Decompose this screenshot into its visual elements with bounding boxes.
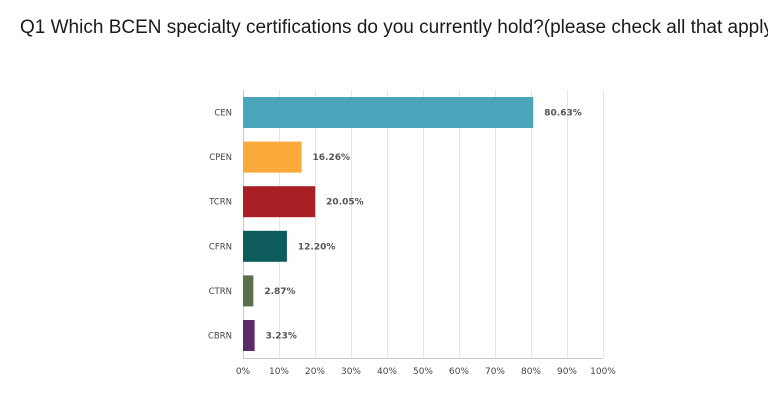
value-label: 80.63% [544, 109, 582, 119]
bar-cfrn [243, 230, 287, 262]
value-label: 12.20% [298, 242, 336, 252]
x-tick-label: 30% [341, 367, 361, 377]
x-tick-label: 100% [590, 367, 616, 377]
x-tick-label: 90% [557, 367, 577, 377]
value-label: 16.26% [313, 153, 351, 163]
bars [243, 97, 534, 351]
category-label: CFRN [209, 242, 232, 252]
value-label: 2.87% [264, 287, 295, 297]
category-label: CEN [214, 109, 232, 119]
category-label: TCRN [208, 198, 232, 208]
category-label: CBRN [208, 332, 232, 342]
category-label: CTRN [209, 287, 232, 297]
labels: 0% 10% 20% 30% 40% 50% 60% 70% 80% 90% 100% CEN 80.6… [208, 109, 616, 378]
bar-cen [243, 97, 534, 128]
value-label: 3.23% [266, 332, 297, 342]
x-tick-label: 10% [269, 367, 289, 377]
x-tick-label: 80% [521, 367, 541, 377]
x-tick-label: 60% [449, 367, 469, 377]
bar-ctrn [243, 275, 254, 307]
bar-cbrn [243, 320, 255, 351]
x-tick-label: 50% [413, 367, 433, 377]
bar-tcrn [243, 186, 316, 218]
category-label: CPEN [209, 153, 232, 163]
x-tick-label: 70% [485, 367, 505, 377]
x-tick-label: 40% [377, 367, 397, 377]
bar-cpen [243, 141, 302, 173]
gridlines [243, 90, 604, 359]
x-tick-label: 20% [305, 367, 325, 377]
x-tick-label: 0% [236, 367, 251, 377]
value-label: 20.05% [326, 198, 364, 208]
chart-title: Q1 Which BCEN specialty certifications d… [20, 17, 768, 38]
